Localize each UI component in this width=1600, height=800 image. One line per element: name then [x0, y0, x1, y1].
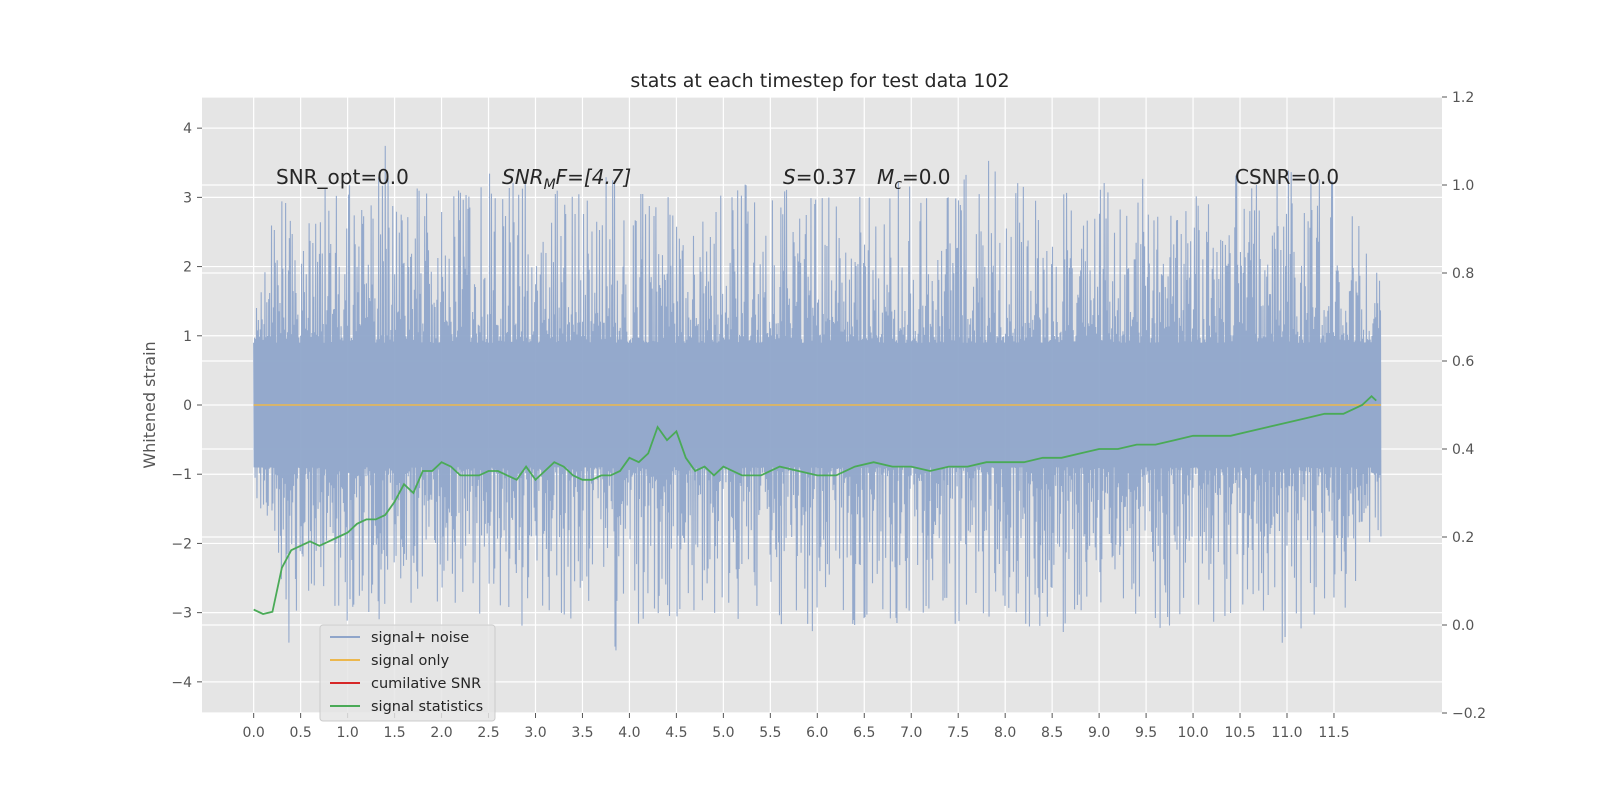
y-tick-label: −1 — [171, 467, 192, 483]
x-tick-label: 1.0 — [336, 725, 358, 741]
y-tick-label: 4 — [183, 121, 192, 137]
x-tick-label: 1.5 — [383, 725, 405, 741]
annotation-s-value: =0.37 — [796, 165, 857, 189]
x-tick-label: 7.5 — [947, 725, 969, 741]
annotation-mc-value: =0.0 — [902, 165, 951, 189]
y2-tick-label: 0.4 — [1452, 442, 1474, 458]
annotation-snr-mf-rest: F=[4.7] — [556, 165, 632, 189]
x-tick-label: 6.5 — [853, 725, 875, 741]
y2-tick-label: 1.2 — [1452, 90, 1474, 106]
x-tick-label: 4.5 — [665, 725, 687, 741]
y2-tick-label: −0.2 — [1452, 706, 1486, 722]
x-tick-label: 11.5 — [1318, 725, 1349, 741]
x-tick-label: 10.0 — [1177, 725, 1208, 741]
y2-tick-label: 0.0 — [1452, 618, 1474, 634]
annotation-mc: Mc=0.0 — [877, 165, 951, 193]
x-tick-label: 3.0 — [524, 725, 546, 741]
y-tick-label: 1 — [183, 329, 192, 345]
x-tick-label: 0.5 — [290, 725, 312, 741]
annotation-snr-mf: SNRMF=[4.7] — [502, 165, 631, 193]
y-tick-label: 2 — [183, 260, 192, 276]
y-tick-label: −4 — [171, 675, 192, 691]
signal-noise-line — [253, 145, 1382, 651]
y-tick-label: −2 — [171, 536, 192, 552]
annotation-s-main: S — [783, 165, 796, 189]
legend-label-cumilative-snr: cumilative SNR — [371, 676, 481, 692]
y-axis-label: Whitened strain — [140, 341, 159, 468]
legend-label-signal-statistics: signal statistics — [371, 699, 483, 715]
x-tick-label: 3.5 — [571, 725, 593, 741]
annotation-s: S=0.37 — [783, 165, 857, 189]
legend-box — [319, 624, 496, 722]
x-tick-label: 0.0 — [243, 725, 265, 741]
x-tick-label: 10.5 — [1224, 725, 1255, 741]
x-tick-label: 11.0 — [1271, 725, 1302, 741]
legend-label-signal-noise: signal+ noise — [371, 630, 469, 646]
legend-label-signal-only: signal only — [371, 653, 450, 669]
x-tick-label: 5.5 — [759, 725, 781, 741]
x-tick-label: 2.0 — [430, 725, 452, 741]
y-tick-label: 3 — [183, 190, 192, 206]
x-tick-label: 7.0 — [900, 725, 922, 741]
y-tick-label: 0 — [183, 398, 192, 414]
x-tick-label: 2.5 — [477, 725, 499, 741]
annotation-snr-opt: SNR_opt=0.0 — [276, 165, 409, 189]
x-tick-label: 4.0 — [618, 725, 640, 741]
annotation-snr-mf-main: SNR — [502, 165, 544, 189]
y-tick-label: −3 — [171, 606, 192, 622]
annotation-snr-mf-sub: M — [544, 177, 556, 193]
x-tick-label: 5.0 — [712, 725, 734, 741]
line-series — [253, 394, 1381, 615]
annotation-mc-sub: c — [894, 177, 902, 193]
y2-tick-label: 0.6 — [1452, 354, 1474, 370]
legend: signal+ noise signal only cumilative SNR si… — [319, 624, 496, 722]
annotation-snr-mf-f: F=[4.7] — [556, 165, 632, 189]
x-tick-label: 8.5 — [1041, 725, 1063, 741]
annotation-csnr: CSNR=0.0 — [1235, 165, 1339, 189]
signal-noise-series — [253, 145, 1382, 651]
x-tick-label: 8.0 — [994, 725, 1016, 741]
chart-title: stats at each timestep for test data 102 — [630, 70, 1009, 92]
x-tick-label: 6.0 — [806, 725, 828, 741]
y2-tick-label: 0.2 — [1452, 530, 1474, 546]
annotation-mc-main: M — [877, 165, 894, 189]
signal-statistics-line — [253, 394, 1377, 615]
x-tick-label: 9.0 — [1088, 725, 1110, 741]
x-tick-label: 9.5 — [1135, 725, 1157, 741]
y2-tick-label: 0.8 — [1452, 266, 1474, 282]
y2-tick-label: 1.0 — [1452, 178, 1474, 194]
axes: 0.0 0.5 1.0 1.5 2.0 2.5 3.0 3.5 4.0 4.5 5.0 5.5 6.0 6… — [171, 90, 1486, 741]
